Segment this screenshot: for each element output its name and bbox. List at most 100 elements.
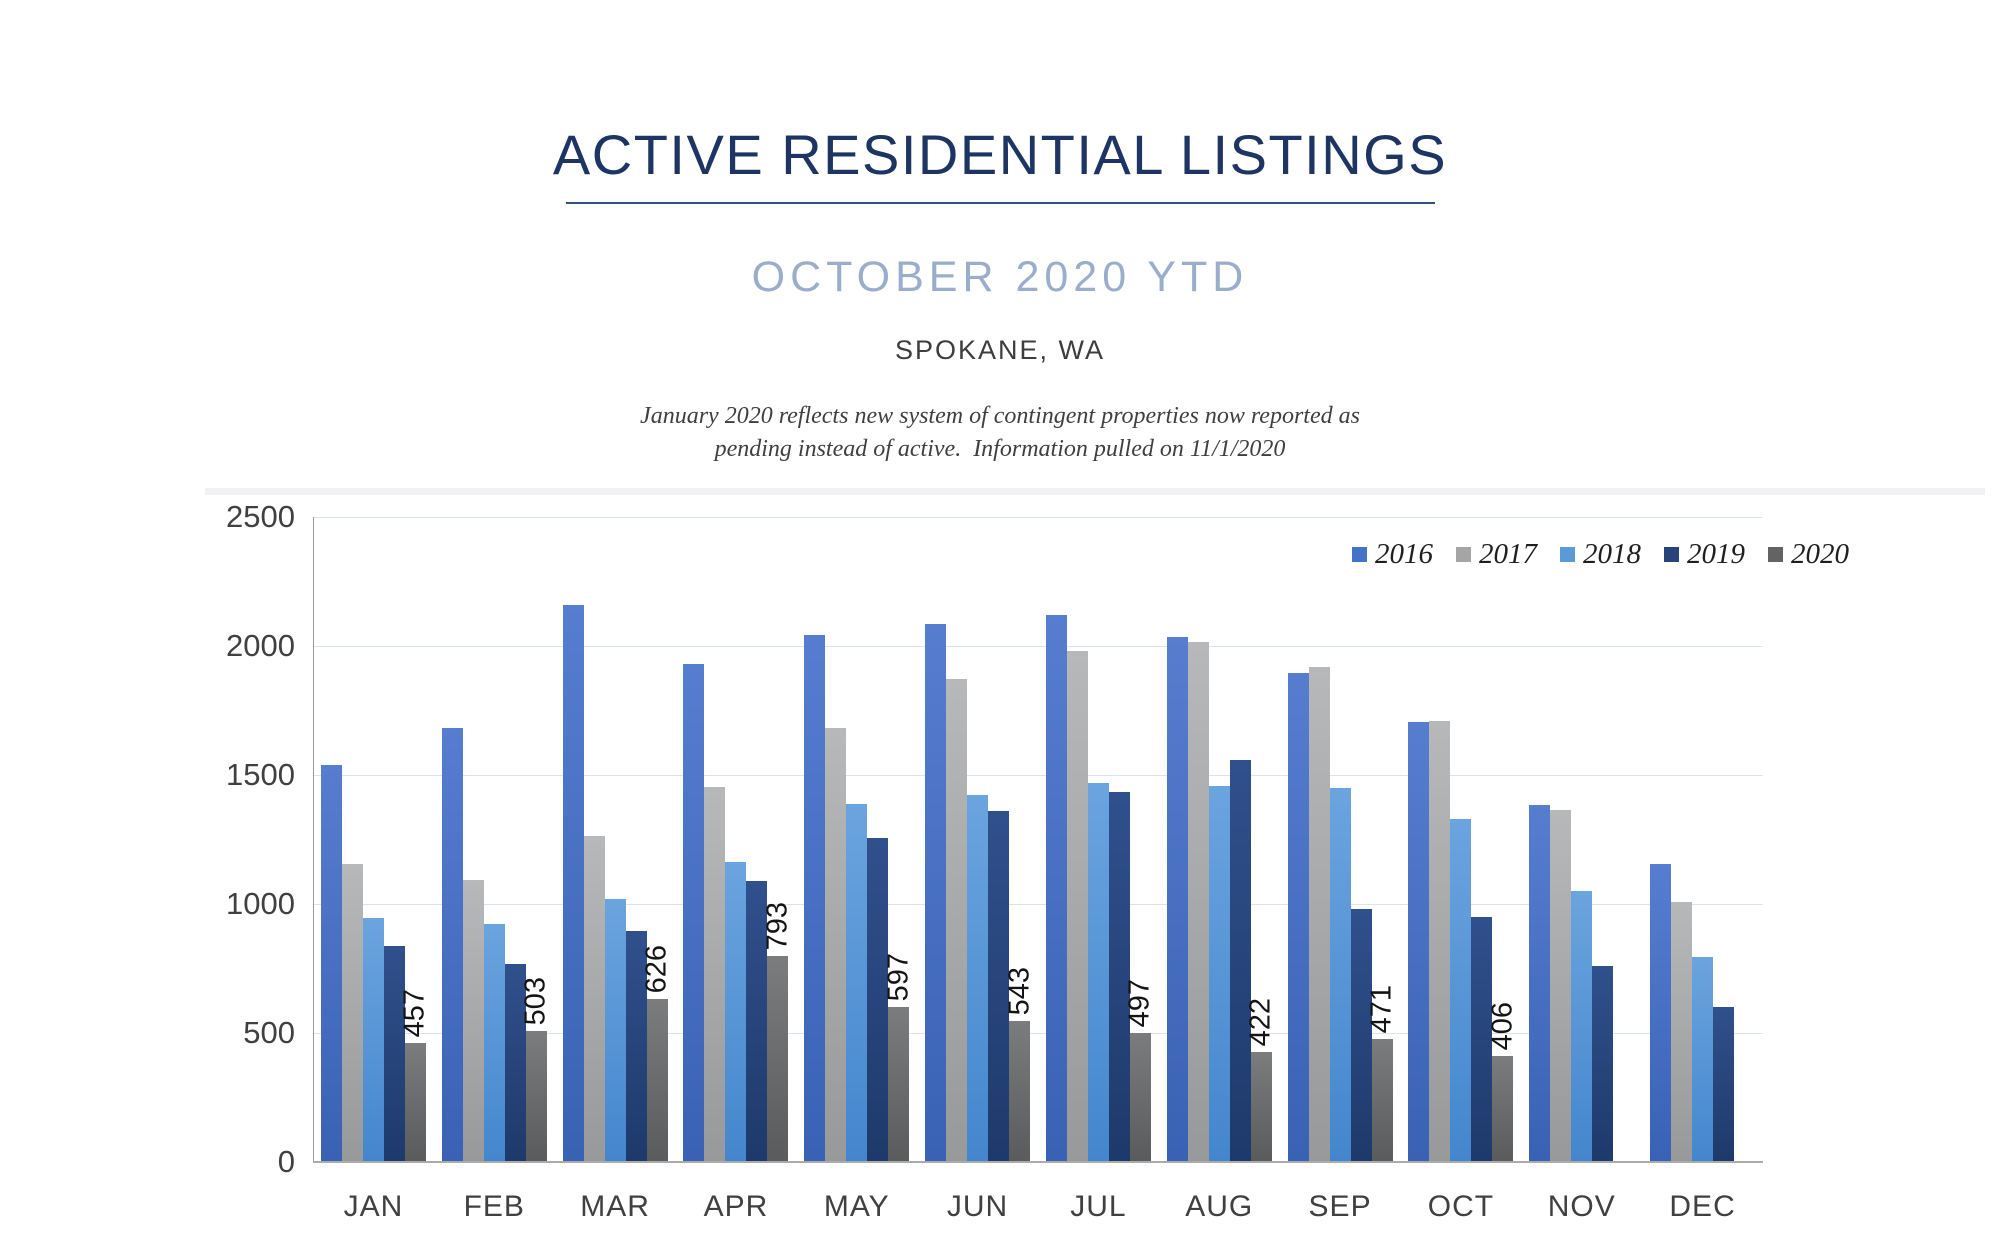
data-label-2020-mar: 626 bbox=[640, 944, 673, 993]
bar-2019-aug bbox=[1229, 760, 1251, 1161]
bar-2017-apr bbox=[704, 787, 726, 1161]
bar-2018-sep bbox=[1329, 788, 1351, 1161]
bar-2016-may bbox=[804, 635, 826, 1161]
bar-2018-jul bbox=[1087, 783, 1109, 1161]
bar-group-nov bbox=[1529, 805, 1634, 1161]
y-tick-label: 0 bbox=[277, 1144, 295, 1179]
bar-2017-mar bbox=[583, 836, 605, 1161]
legend-item-2019: 2019 bbox=[1664, 538, 1745, 571]
bar-group-dec bbox=[1650, 864, 1755, 1161]
bar-2019-feb bbox=[504, 964, 526, 1161]
bar-2018-mar bbox=[604, 899, 626, 1161]
bar-2017-dec bbox=[1671, 902, 1693, 1161]
bar-2017-jun bbox=[946, 679, 968, 1161]
legend-label-2019: 2019 bbox=[1687, 538, 1745, 570]
page-title: ACTIVE RESIDENTIAL LISTINGS bbox=[552, 123, 1448, 186]
legend-label-2018: 2018 bbox=[1583, 538, 1641, 570]
data-label-2020-jul: 497 bbox=[1123, 978, 1156, 1027]
legend-swatch-2019 bbox=[1664, 547, 1679, 562]
x-tick-label: SEP bbox=[1308, 1190, 1372, 1223]
gridline-1500 bbox=[314, 775, 1763, 776]
bar-2019-apr bbox=[746, 881, 768, 1161]
data-label-2020-apr: 793 bbox=[761, 901, 794, 950]
bar-2019-nov bbox=[1592, 966, 1614, 1161]
y-tick-label: 1000 bbox=[226, 886, 295, 921]
x-tick-label: MAY bbox=[823, 1190, 890, 1223]
bar-2019-mar bbox=[625, 931, 647, 1161]
gridline-2500 bbox=[314, 517, 1763, 518]
legend-item-2020: 2020 bbox=[1768, 538, 1849, 571]
x-tick-label: JUN bbox=[946, 1190, 1009, 1223]
bar-2019-oct bbox=[1471, 917, 1493, 1161]
bar-2018-feb bbox=[483, 924, 505, 1161]
x-tick-label: MAR bbox=[580, 1190, 650, 1223]
legend-swatch-2017 bbox=[1456, 547, 1471, 562]
x-tick-label: APR bbox=[703, 1190, 769, 1223]
bar-group-jul: 497 bbox=[1045, 615, 1156, 1161]
bar-group-sep: 471 bbox=[1287, 667, 1398, 1161]
legend-swatch-2018 bbox=[1560, 547, 1575, 562]
data-label-2020-may: 597 bbox=[882, 952, 915, 1001]
legend-swatch-2020 bbox=[1768, 547, 1783, 562]
legend-label-2016: 2016 bbox=[1375, 538, 1433, 570]
x-tick-label: AUG bbox=[1185, 1190, 1254, 1223]
bar-2018-aug bbox=[1208, 786, 1230, 1161]
bar-2018-dec bbox=[1692, 957, 1714, 1161]
page-subtitle: OCTOBER 2020 YTD bbox=[751, 253, 1249, 301]
bar-group-jun: 543 bbox=[925, 624, 1035, 1161]
bar-group-jan: 457 bbox=[320, 765, 431, 1161]
legend-item-2016: 2016 bbox=[1352, 538, 1433, 571]
x-tick-label: NOV bbox=[1547, 1190, 1616, 1223]
title-underline bbox=[566, 202, 1435, 204]
bar-group-apr: 793 bbox=[683, 664, 793, 1161]
bar-2019-dec bbox=[1713, 1007, 1735, 1161]
x-tick-label: JUL bbox=[1070, 1190, 1127, 1223]
data-label-2020-sep: 471 bbox=[1365, 984, 1398, 1033]
legend-label-2017: 2017 bbox=[1479, 538, 1537, 570]
bar-2016-aug bbox=[1166, 637, 1188, 1161]
bar-2016-sep bbox=[1287, 673, 1309, 1161]
footnote-line-2: pending instead of active. Information p… bbox=[714, 436, 1286, 462]
bar-group-feb: 503 bbox=[441, 728, 552, 1161]
bar-2017-jan bbox=[341, 864, 363, 1161]
y-tick-label: 2000 bbox=[226, 628, 295, 663]
chart-frame-shadow bbox=[205, 488, 1985, 495]
footnote: January 2020 reflects new system of cont… bbox=[0, 400, 2000, 466]
data-label-2020-jan: 457 bbox=[398, 988, 431, 1037]
bar-2017-sep bbox=[1308, 667, 1330, 1161]
bar-2018-oct bbox=[1450, 819, 1472, 1161]
bar-2019-sep bbox=[1350, 909, 1372, 1161]
x-axis-line bbox=[313, 1161, 1763, 1163]
bar-2020-oct: 406 bbox=[1486, 1002, 1518, 1161]
bar-2019-jul bbox=[1108, 792, 1130, 1161]
bar-2016-mar bbox=[562, 605, 584, 1161]
bar-2017-jul bbox=[1066, 651, 1088, 1161]
bar-2018-apr bbox=[725, 862, 747, 1161]
bar-2016-feb bbox=[441, 728, 463, 1161]
bar-group-mar: 626 bbox=[562, 605, 673, 1161]
y-tick-label: 500 bbox=[243, 1015, 295, 1050]
data-label-2020-oct: 406 bbox=[1486, 1001, 1519, 1050]
bar-2020-apr: 793 bbox=[761, 902, 793, 1161]
x-tick-label: DEC bbox=[1669, 1190, 1736, 1223]
x-tick-label: FEB bbox=[463, 1190, 525, 1223]
legend-swatch-2016 bbox=[1352, 547, 1367, 562]
data-label-2020-jun: 543 bbox=[1003, 966, 1036, 1015]
x-tick-label: JAN bbox=[343, 1190, 404, 1223]
bar-2016-dec bbox=[1650, 864, 1672, 1161]
bar-2020-jul: 497 bbox=[1124, 979, 1156, 1161]
bar-group-aug: 422 bbox=[1166, 637, 1277, 1161]
bar-2017-nov bbox=[1550, 810, 1572, 1161]
bar-2017-feb bbox=[462, 880, 484, 1161]
bar-2020-aug: 422 bbox=[1245, 998, 1277, 1161]
x-tick-label: OCT bbox=[1427, 1190, 1495, 1223]
bar-2016-nov bbox=[1529, 805, 1551, 1161]
y-tick-label: 1500 bbox=[226, 757, 295, 792]
bar-2017-aug bbox=[1187, 642, 1209, 1161]
bar-2016-jun bbox=[925, 624, 947, 1161]
bar-2020-may: 597 bbox=[882, 953, 914, 1161]
bar-2018-nov bbox=[1571, 891, 1593, 1161]
bar-2018-jan bbox=[362, 918, 384, 1161]
bar-2020-jun: 543 bbox=[1003, 967, 1035, 1161]
